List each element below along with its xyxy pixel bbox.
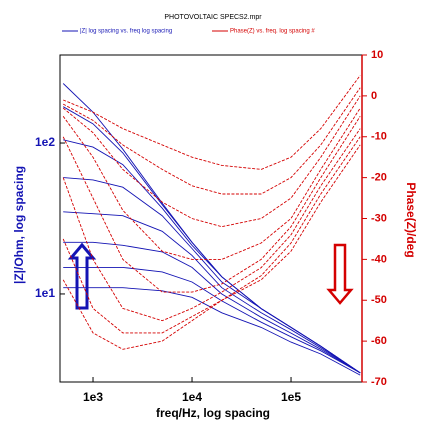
y2-tick-label: -30 [371,212,387,224]
x-axis-label: freq/Hz, log spacing [156,406,270,420]
down-arrow [326,243,354,305]
y2-tick-label: 0 [371,90,377,102]
y2-tick-label: -40 [371,253,387,265]
series-line [63,177,361,374]
series-line [62,87,361,195]
x-tick-label: 1e5 [281,390,301,404]
series-line [62,136,361,334]
series-line [62,144,361,350]
y2-tick-label: -60 [371,335,387,347]
y2-tick-label: -50 [371,294,387,306]
y-axis-label: |Z|/Ohm, log spacing [12,166,26,284]
y2-tick-label: -20 [371,172,387,184]
series-line [62,106,361,374]
series-line [63,241,361,374]
up-arrow [67,242,97,310]
y-tick-label: 1e2 [35,135,55,149]
y2-tick-label: 10 [371,49,383,61]
series-line [62,128,361,322]
series-line [63,139,361,374]
y2-tick-label: -70 [371,376,387,388]
x-tick-label: 1e3 [83,390,103,404]
legend-label: |Z| log spacing vs. freq log spacing [80,29,172,35]
series-line [63,211,361,374]
legend-label: Phase(Z) vs. freq. log spacing # [230,29,315,35]
series-line [63,266,361,374]
y2-tick-label: -10 [371,131,387,143]
plot-frame [59,54,363,383]
series-line [63,287,361,376]
y-tick-label: 1e1 [35,286,55,300]
chart-title: PHOTOVOLTAIC SPECS2.mpr [164,14,262,21]
y2-axis-label: Phase(Z)/deg [404,182,418,257]
series-line [62,95,361,228]
series-line [62,107,361,260]
x-tick-label: 1e4 [182,390,202,404]
